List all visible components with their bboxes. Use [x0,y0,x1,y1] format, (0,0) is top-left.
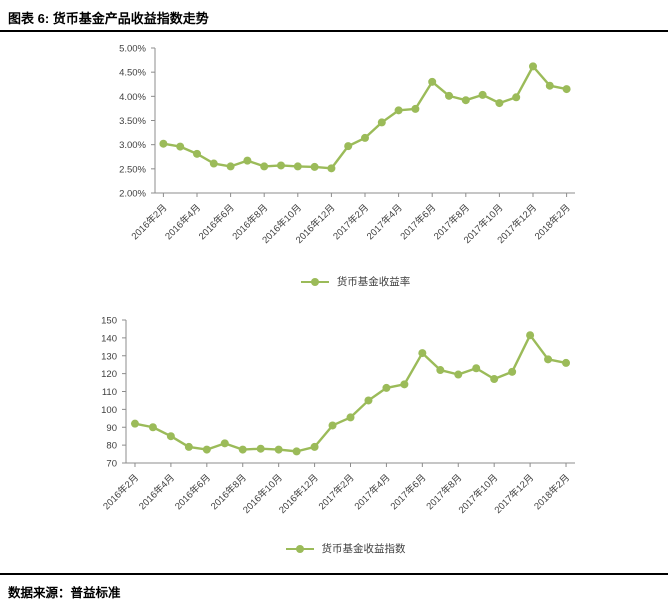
data-point [445,91,453,100]
x-tick-label: 2017年6月 [388,472,429,513]
data-point [418,349,427,358]
data-point [256,444,265,453]
data-point [478,90,487,99]
data-point [346,413,355,422]
data-point [274,445,283,454]
y-tick-label: 80 [106,441,117,452]
data-point [495,99,504,108]
data-point [148,423,157,432]
data-line [133,333,568,453]
data-line [162,65,568,170]
data-point [310,442,319,451]
data-point [545,81,554,90]
data-point [382,383,391,392]
x-tick-label: 2016年4月 [136,472,177,513]
top-rule [0,30,668,32]
data-point [328,421,337,430]
y-tick-label: 2.50% [119,164,146,175]
data-point [411,104,420,113]
data-point [490,374,499,383]
data-point [193,149,201,158]
x-tick-label: 2016年6月 [172,472,213,513]
y-tick-label: 3.00% [119,140,146,151]
y-tick-label: 4.00% [119,92,146,103]
x-tick-label: 2016年4月 [163,202,204,243]
data-point [202,445,211,454]
legend-line-marker-icon [285,544,314,553]
data-point [243,156,252,165]
x-tick-label: 2017年4月 [364,202,405,243]
legend-yield-rate: 货币基金收益率 [0,274,668,289]
data-point [472,364,481,373]
x-tick-label: 2017年2月 [331,202,372,243]
x-tick-label: 2016年12月 [276,472,320,516]
data-point [544,355,553,364]
x-tick-label: 2018年2月 [532,202,573,243]
data-point [310,162,319,171]
data-source-label: 数据来源：普益标准 [8,586,121,600]
x-tick-label: 2017年12月 [492,472,536,516]
data-point [209,159,218,168]
x-tick-label: 2016年2月 [100,472,141,513]
yield-rate-line-chart: 2.00% 2.50% 3.00% 3.50% 4.00% 4.50% 5.00% 2016年… [119,44,575,246]
x-tick-label: 2017年6月 [398,202,439,243]
x-tick-label: 2017年4月 [352,472,393,513]
data-point [260,162,269,171]
data-point [159,139,168,148]
data-point [130,419,139,428]
data-point [394,106,403,115]
y-tick-label: 130 [101,351,117,362]
y-tick-label: 3.50% [119,116,146,127]
y-tick-label: 120 [101,369,117,380]
y-tick-label: 110 [102,387,117,398]
data-point [166,432,175,441]
y-tick-label: 4.50% [119,68,146,79]
data-point [344,142,353,151]
yield-index-line-chart: 7080901001101201301401502016年2月2016年4月20… [100,316,575,516]
data-point [526,331,535,340]
y-tick-label: 150 [101,316,117,327]
data-point [176,142,185,151]
data-point [529,62,537,71]
legend-yield-index: 货币基金收益指数 [0,541,668,556]
data-point [436,366,445,375]
data-point [364,396,373,405]
y-tick-label: 2.00% [119,189,146,200]
y-tick-label: 5.00% [119,44,146,55]
x-tick-label: 2017年2月 [316,472,357,513]
x-tick-label: 2018年2月 [532,472,573,513]
data-point [292,447,301,456]
x-tick-label: 2016年6月 [196,202,237,243]
data-point [226,162,235,171]
data-point [220,439,229,448]
data-point [293,162,302,171]
data-point [428,77,437,86]
data-point [400,380,409,389]
data-point [454,370,463,379]
data-point [184,442,193,451]
y-tick-label: 100 [101,405,117,416]
data-point [562,358,571,367]
data-point [361,133,369,142]
x-tick-label: 2016年2月 [129,202,170,243]
data-point [327,164,336,173]
data-point [508,367,517,376]
figure-title: 图表 6: 货币基金产品收益指数走势 [8,11,209,26]
legend-label-yield-rate: 货币基金收益率 [336,276,411,288]
y-tick-label: 70 [106,459,117,470]
data-point [562,85,571,94]
data-point [461,96,470,105]
data-point [377,118,386,127]
y-tick-label: 140 [101,333,117,344]
data-point [512,93,521,102]
legend-line-marker-icon [300,277,329,286]
data-point [238,445,247,454]
data-point [277,161,285,170]
bottom-rule [0,573,668,575]
legend-label-yield-index: 货币基金收益指数 [321,543,406,555]
y-tick-label: 90 [106,423,117,434]
